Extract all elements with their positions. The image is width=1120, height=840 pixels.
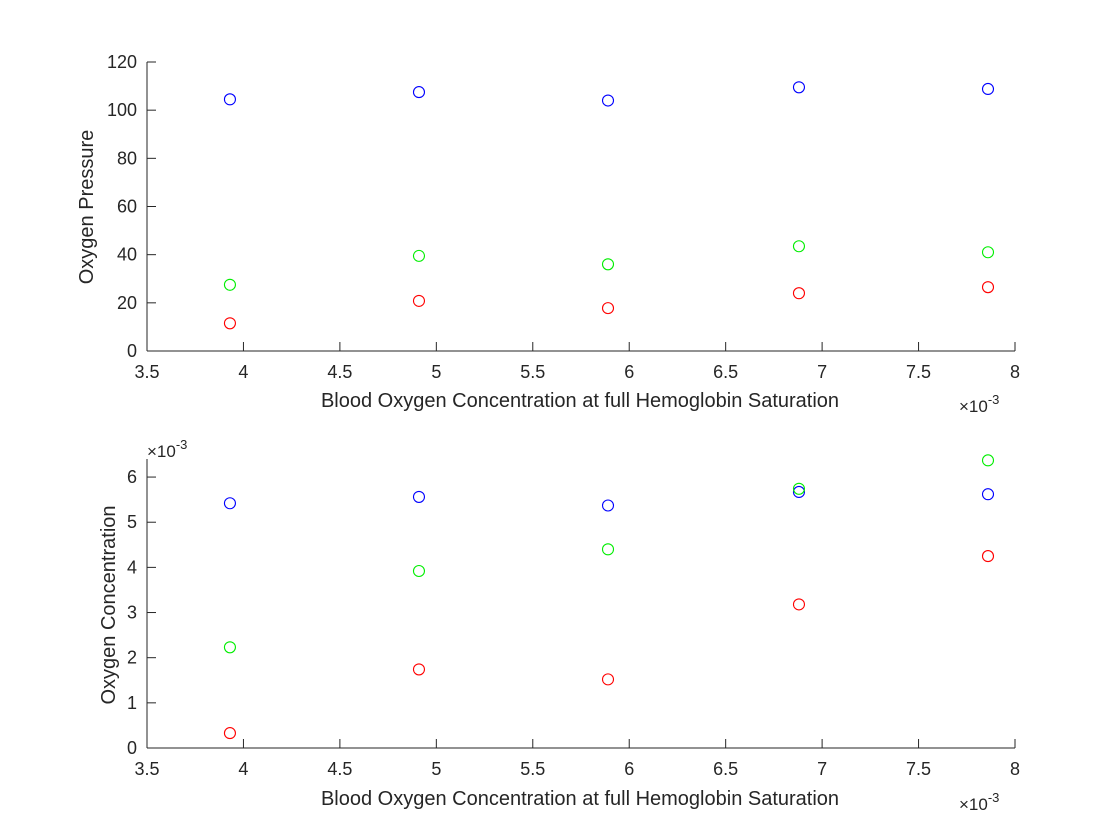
top-series-2-point	[792, 287, 806, 300]
top-y-tick-label: 100	[107, 100, 137, 120]
bottom-markers	[223, 454, 995, 740]
top-x-exponent-label: ×10-3	[959, 392, 999, 416]
top-y-tick-label: 20	[117, 293, 137, 313]
bottom-plot-area	[146, 459, 1015, 749]
top-series-2-point	[223, 317, 236, 330]
top-x-tick-label: 6	[624, 362, 634, 382]
bottom-x-tick-label: 5.5	[520, 759, 545, 779]
bottom-series-1-point	[223, 641, 236, 654]
top-x-axis-title: Blood Oxygen Concentration at full Hemog…	[321, 390, 839, 412]
top-series-1-point	[601, 258, 615, 271]
top-x-tick-label: 3.5	[134, 362, 159, 382]
top-x-tick-label: 5	[431, 362, 441, 382]
bottom-series-0-point	[223, 497, 236, 510]
bottom-series-1-point	[981, 454, 995, 467]
top-x-tick-label: 6.5	[713, 362, 738, 382]
bottom-x-tick-label: 4.5	[327, 759, 352, 779]
top-series-1-point	[223, 278, 236, 291]
bottom-x-exponent-base: ×10	[959, 795, 988, 814]
top-series-1-point	[981, 246, 995, 259]
bottom-series-2-point	[223, 727, 236, 740]
top-x-tick-label: 7	[817, 362, 827, 382]
top-y-tick-label: 120	[107, 52, 137, 72]
bottom-x-tick-label: 3.5	[134, 759, 159, 779]
bottom-subplot: 3.5 4 4.5 5 5.5 6 6.5 7 7.5 8 0 1 2 3 4 5 6 Blood Oxygen…	[98, 437, 1020, 814]
top-x-tick-label: 8	[1010, 362, 1020, 382]
top-y-tick-label: 80	[117, 148, 137, 168]
bottom-x-tick-label: 8	[1010, 759, 1020, 779]
top-y-tick-label: 40	[117, 245, 137, 265]
top-series-1-point	[792, 240, 806, 253]
top-series-2-point	[412, 294, 426, 307]
top-x-tick-label: 4.5	[327, 362, 352, 382]
bottom-x-exponent-label: ×10-3	[959, 790, 999, 814]
bottom-y-tick-label: 6	[127, 467, 137, 487]
bottom-x-tick-label: 7.5	[906, 759, 931, 779]
top-series-0-point	[601, 94, 615, 107]
bottom-series-1-point	[601, 543, 615, 556]
bottom-series-0-point	[601, 499, 615, 512]
bottom-y-tick-label: 0	[127, 738, 137, 758]
bottom-series-0-point	[792, 485, 806, 499]
bottom-y-tick-label: 1	[127, 693, 137, 713]
top-markers	[223, 81, 995, 330]
top-x-tick-label: 5.5	[520, 362, 545, 382]
bottom-x-tick-label: 4	[238, 759, 248, 779]
bottom-series-0-point	[981, 488, 995, 501]
bottom-x-axis-title: Blood Oxygen Concentration at full Hemog…	[321, 788, 839, 810]
top-y-tick-label: 0	[127, 341, 137, 361]
bottom-series-2-point	[981, 550, 995, 563]
bottom-series-2-point	[412, 663, 426, 676]
bottom-y-exponent-label: ×10-3	[147, 437, 187, 461]
bottom-x-exponent-power: -3	[988, 790, 1000, 805]
bottom-series-0-point	[412, 490, 426, 503]
top-x-exponent-base: ×10	[959, 397, 988, 416]
bottom-x-tick-label: 7	[817, 759, 827, 779]
bottom-y-tick-label: 5	[127, 512, 137, 532]
bottom-x-tick-label: 5	[431, 759, 441, 779]
bottom-series-2-point	[792, 598, 806, 611]
top-series-0-point	[792, 81, 806, 94]
top-y-axis-title: Oxygen Pressure	[76, 130, 98, 285]
bottom-y-axis-title: Oxygen Concentration	[98, 505, 120, 704]
bottom-ticks: 3.5 4 4.5 5 5.5 6 6.5 7 7.5 8 0 1 2 3 4 5 6	[127, 467, 1020, 779]
top-series-2-point	[601, 302, 615, 315]
top-series-2-point	[981, 281, 995, 294]
bottom-series-1-point	[412, 564, 426, 578]
top-series-0-point	[981, 82, 995, 96]
top-series-0-point	[412, 86, 426, 99]
bottom-x-tick-label: 6.5	[713, 759, 738, 779]
top-x-tick-label: 4	[238, 362, 248, 382]
bottom-series-2-point	[601, 673, 615, 686]
top-x-tick-label: 7.5	[906, 362, 931, 382]
bottom-y-exponent-base: ×10	[147, 442, 176, 461]
bottom-y-tick-label: 4	[127, 557, 137, 577]
top-series-1-point	[412, 249, 426, 262]
top-x-exponent-power: -3	[988, 392, 1000, 407]
top-series-0-point	[223, 93, 236, 106]
bottom-x-tick-label: 6	[624, 759, 634, 779]
bottom-y-tick-label: 3	[127, 603, 137, 623]
bottom-series-1-point	[792, 482, 806, 495]
top-y-tick-label: 60	[117, 197, 137, 217]
bottom-y-exponent-power: -3	[176, 437, 188, 452]
bottom-y-tick-label: 2	[127, 648, 137, 668]
